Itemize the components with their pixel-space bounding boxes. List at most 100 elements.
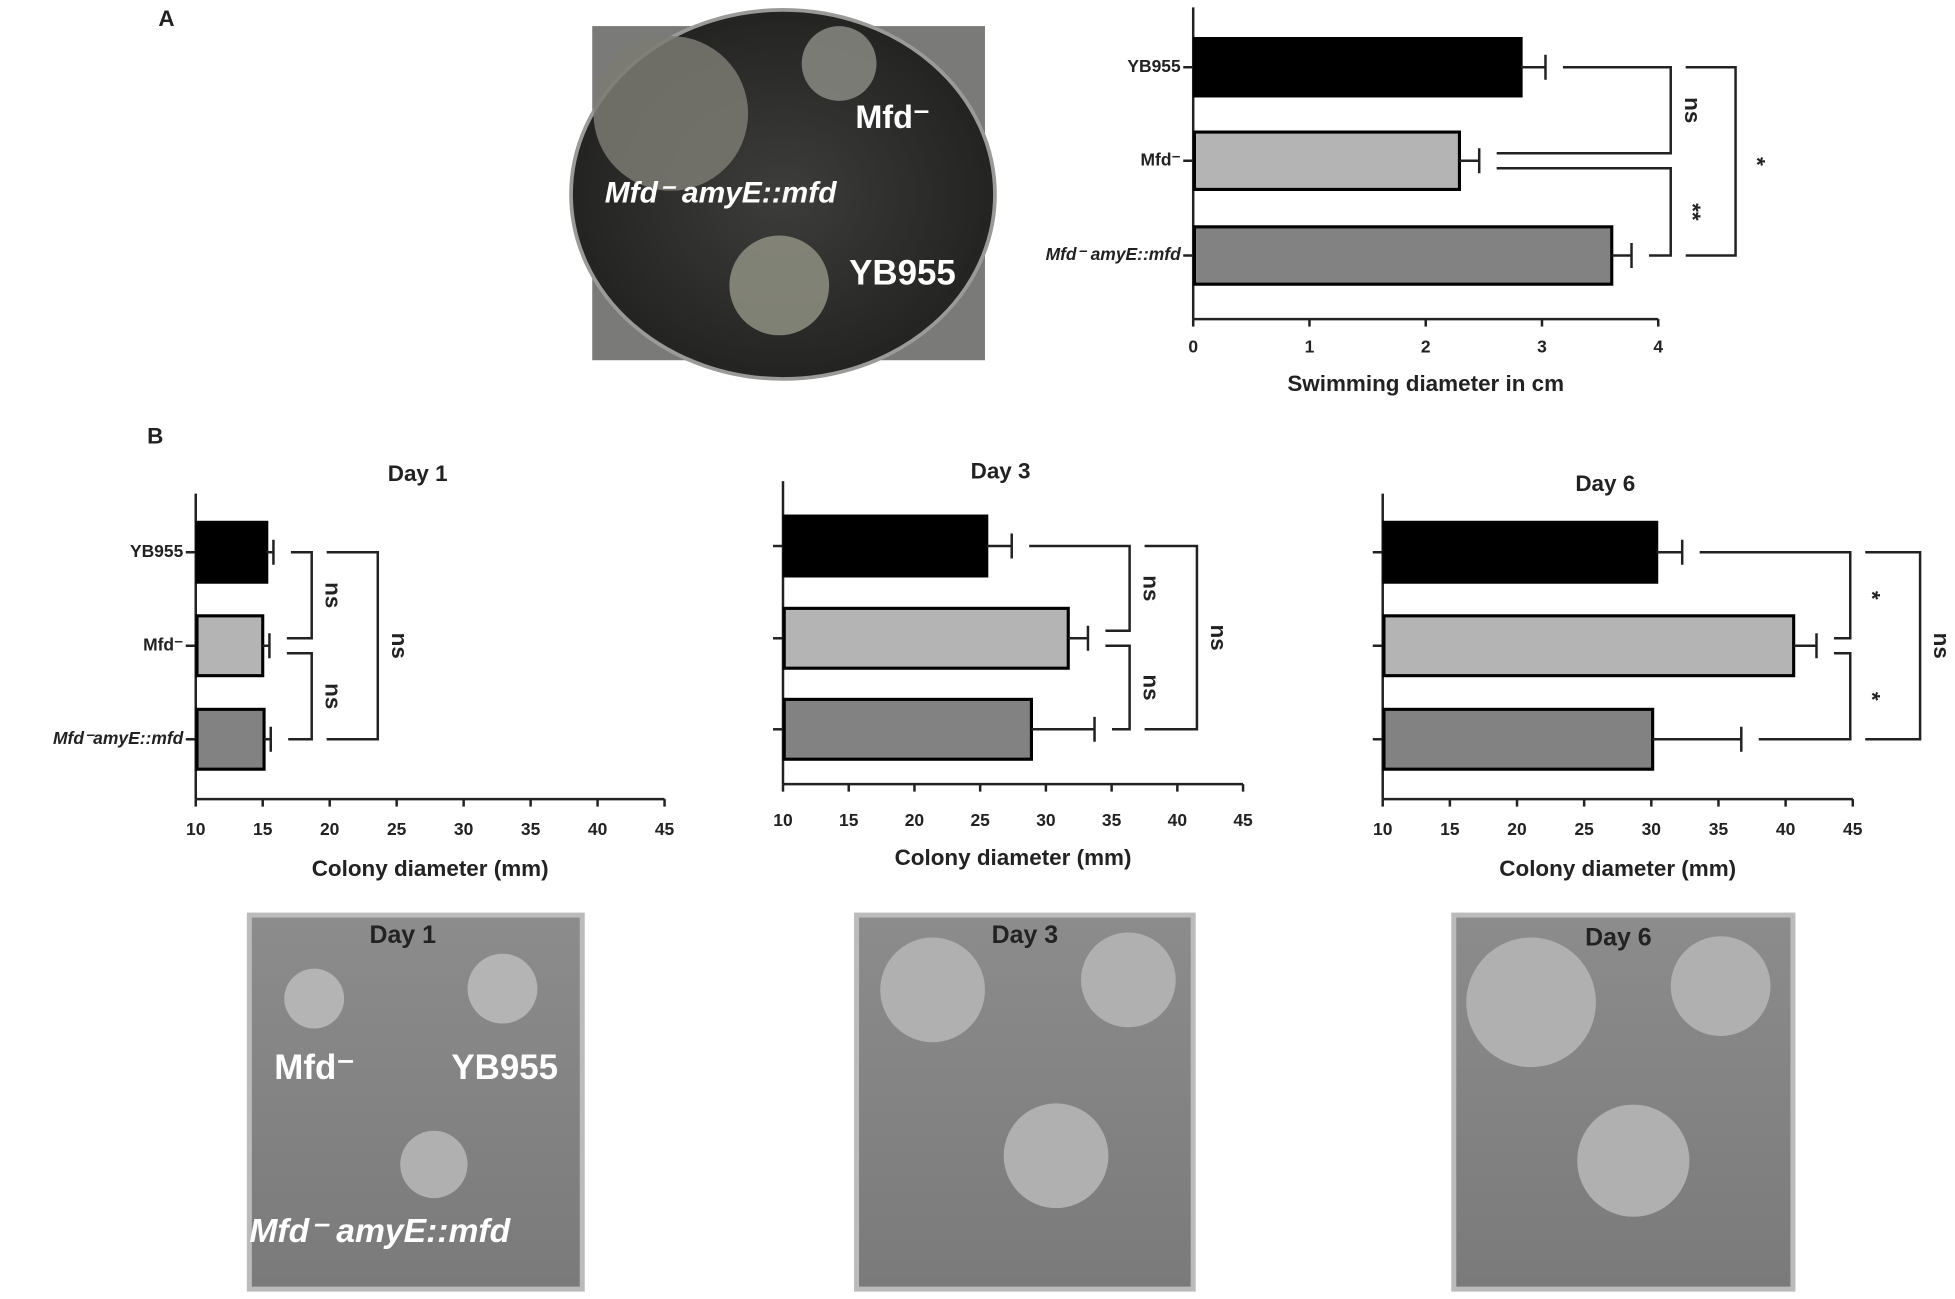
bar bbox=[1192, 37, 1523, 98]
photo-label: Mfd⁻ amyE::mfd bbox=[605, 176, 838, 209]
significance-bracket bbox=[286, 551, 313, 640]
significance-label: ns bbox=[321, 582, 346, 608]
significance-bracket bbox=[1105, 644, 1131, 731]
error-bar bbox=[986, 533, 1013, 559]
x-axis-label: Colony diameter (mm) bbox=[1499, 856, 1736, 881]
y-tick-label: Mfd⁻ bbox=[143, 634, 183, 654]
significance-bracket bbox=[286, 651, 313, 741]
bar bbox=[1192, 225, 1614, 286]
x-tick-label: 40 bbox=[588, 819, 607, 839]
photo-label: Day 3 bbox=[992, 921, 1059, 949]
bar bbox=[195, 614, 265, 678]
bar bbox=[782, 514, 989, 578]
significance-bracket bbox=[1758, 651, 1852, 741]
x-tick-label: 40 bbox=[1776, 819, 1795, 839]
x-tick-label: 45 bbox=[1233, 810, 1253, 830]
significance-label: ns bbox=[1206, 625, 1231, 651]
significance-label: * bbox=[1859, 591, 1884, 600]
x-tick-label: 35 bbox=[1102, 810, 1122, 830]
chart-title: Day 3 bbox=[971, 458, 1031, 483]
x-axis-label: Colony diameter (mm) bbox=[895, 845, 1132, 870]
x-tick-label: 30 bbox=[1036, 810, 1055, 830]
x-tick-label: 10 bbox=[773, 810, 792, 830]
photo: Day 3 bbox=[854, 912, 1196, 1292]
x-tick-label: 25 bbox=[1574, 819, 1594, 839]
y-tick-label: Mfd⁻amyE::mfd bbox=[53, 728, 184, 748]
x-tick-label: 35 bbox=[1709, 819, 1729, 839]
error-bar bbox=[266, 539, 275, 565]
significance-label: ns bbox=[1929, 633, 1954, 659]
bar bbox=[195, 520, 269, 584]
photo: Day 6 bbox=[1451, 912, 1796, 1292]
bar bbox=[1192, 130, 1462, 191]
significance-bracket bbox=[1144, 544, 1199, 731]
panel-label: B bbox=[147, 423, 163, 448]
x-tick-label: 45 bbox=[655, 819, 675, 839]
error-bar bbox=[262, 633, 271, 659]
significance-label: * bbox=[1859, 692, 1884, 701]
error-bar bbox=[1459, 148, 1481, 174]
x-axis-label: Swimming diameter in cm bbox=[1287, 371, 1564, 396]
photo: Mfd⁻ Mfd⁻ amyE::mfd YB955 bbox=[569, 8, 997, 381]
error-bar bbox=[1031, 716, 1096, 742]
significance-label: * bbox=[1745, 157, 1770, 166]
x-tick-label: 30 bbox=[1642, 819, 1661, 839]
y-tick-label: YB955 bbox=[1127, 56, 1181, 76]
significance-bracket bbox=[1496, 65, 1672, 155]
significance-label: ** bbox=[1680, 203, 1705, 221]
significance-label: ns bbox=[1680, 97, 1705, 123]
bar bbox=[782, 697, 1033, 761]
error-bar bbox=[1521, 54, 1547, 80]
error-bar bbox=[264, 726, 273, 752]
photo-label: Day 1 bbox=[369, 921, 436, 949]
y-tick-label: Mfd⁻ bbox=[1141, 149, 1181, 169]
x-tick-label: 30 bbox=[454, 819, 473, 839]
y-tick-label: Mfd⁻ amyE::mfd bbox=[1046, 244, 1181, 264]
significance-bracket bbox=[1029, 544, 1131, 633]
y-tick-label: YB955 bbox=[130, 541, 184, 561]
x-tick-label: 2 bbox=[1421, 336, 1431, 356]
significance-bracket bbox=[1685, 65, 1737, 257]
photo-label: YB955 bbox=[451, 1048, 558, 1087]
x-tick-label: 0 bbox=[1188, 336, 1198, 356]
bar bbox=[782, 606, 1070, 670]
x-tick-label: 25 bbox=[387, 819, 407, 839]
chart-title: Day 1 bbox=[388, 461, 448, 486]
error-bar bbox=[1656, 539, 1684, 565]
significance-bracket bbox=[1699, 551, 1852, 640]
x-tick-label: 20 bbox=[905, 810, 924, 830]
x-tick-label: 1 bbox=[1305, 336, 1315, 356]
x-tick-label: 4 bbox=[1653, 336, 1663, 356]
x-tick-label: 10 bbox=[186, 819, 205, 839]
error-bar bbox=[1068, 625, 1090, 651]
x-tick-label: 15 bbox=[253, 819, 273, 839]
bar bbox=[1382, 707, 1655, 771]
x-tick-label: 20 bbox=[1507, 819, 1526, 839]
x-tick-label: 45 bbox=[1843, 819, 1863, 839]
chart-title: Day 6 bbox=[1575, 471, 1635, 496]
photo-label: YB955 bbox=[849, 254, 956, 293]
photo-label: Mfd⁻ amyE::mfd bbox=[249, 1213, 511, 1250]
x-tick-label: 3 bbox=[1537, 336, 1547, 356]
x-axis-label: Colony diameter (mm) bbox=[312, 856, 549, 881]
significance-label: ns bbox=[387, 633, 412, 659]
bar bbox=[1382, 520, 1659, 584]
panel-label: A bbox=[158, 6, 174, 31]
significance-label: ns bbox=[321, 683, 346, 709]
x-tick-label: 25 bbox=[970, 810, 990, 830]
significance-bracket bbox=[1865, 551, 1922, 741]
significance-bracket bbox=[1496, 166, 1672, 257]
x-tick-label: 15 bbox=[1440, 819, 1460, 839]
significance-label: ns bbox=[1139, 575, 1164, 601]
error-bar bbox=[1611, 243, 1633, 268]
photo-label: Mfd⁻ bbox=[855, 99, 930, 135]
photo: Day 1 Mfd⁻ YB955 Mfd⁻ amyE::mfd bbox=[246, 912, 585, 1292]
error-bar bbox=[1652, 726, 1743, 752]
photo-label: Mfd⁻ bbox=[274, 1048, 354, 1087]
significance-label: ns bbox=[1139, 674, 1164, 700]
x-tick-label: 20 bbox=[320, 819, 339, 839]
x-tick-label: 35 bbox=[521, 819, 541, 839]
bar bbox=[1382, 614, 1796, 678]
